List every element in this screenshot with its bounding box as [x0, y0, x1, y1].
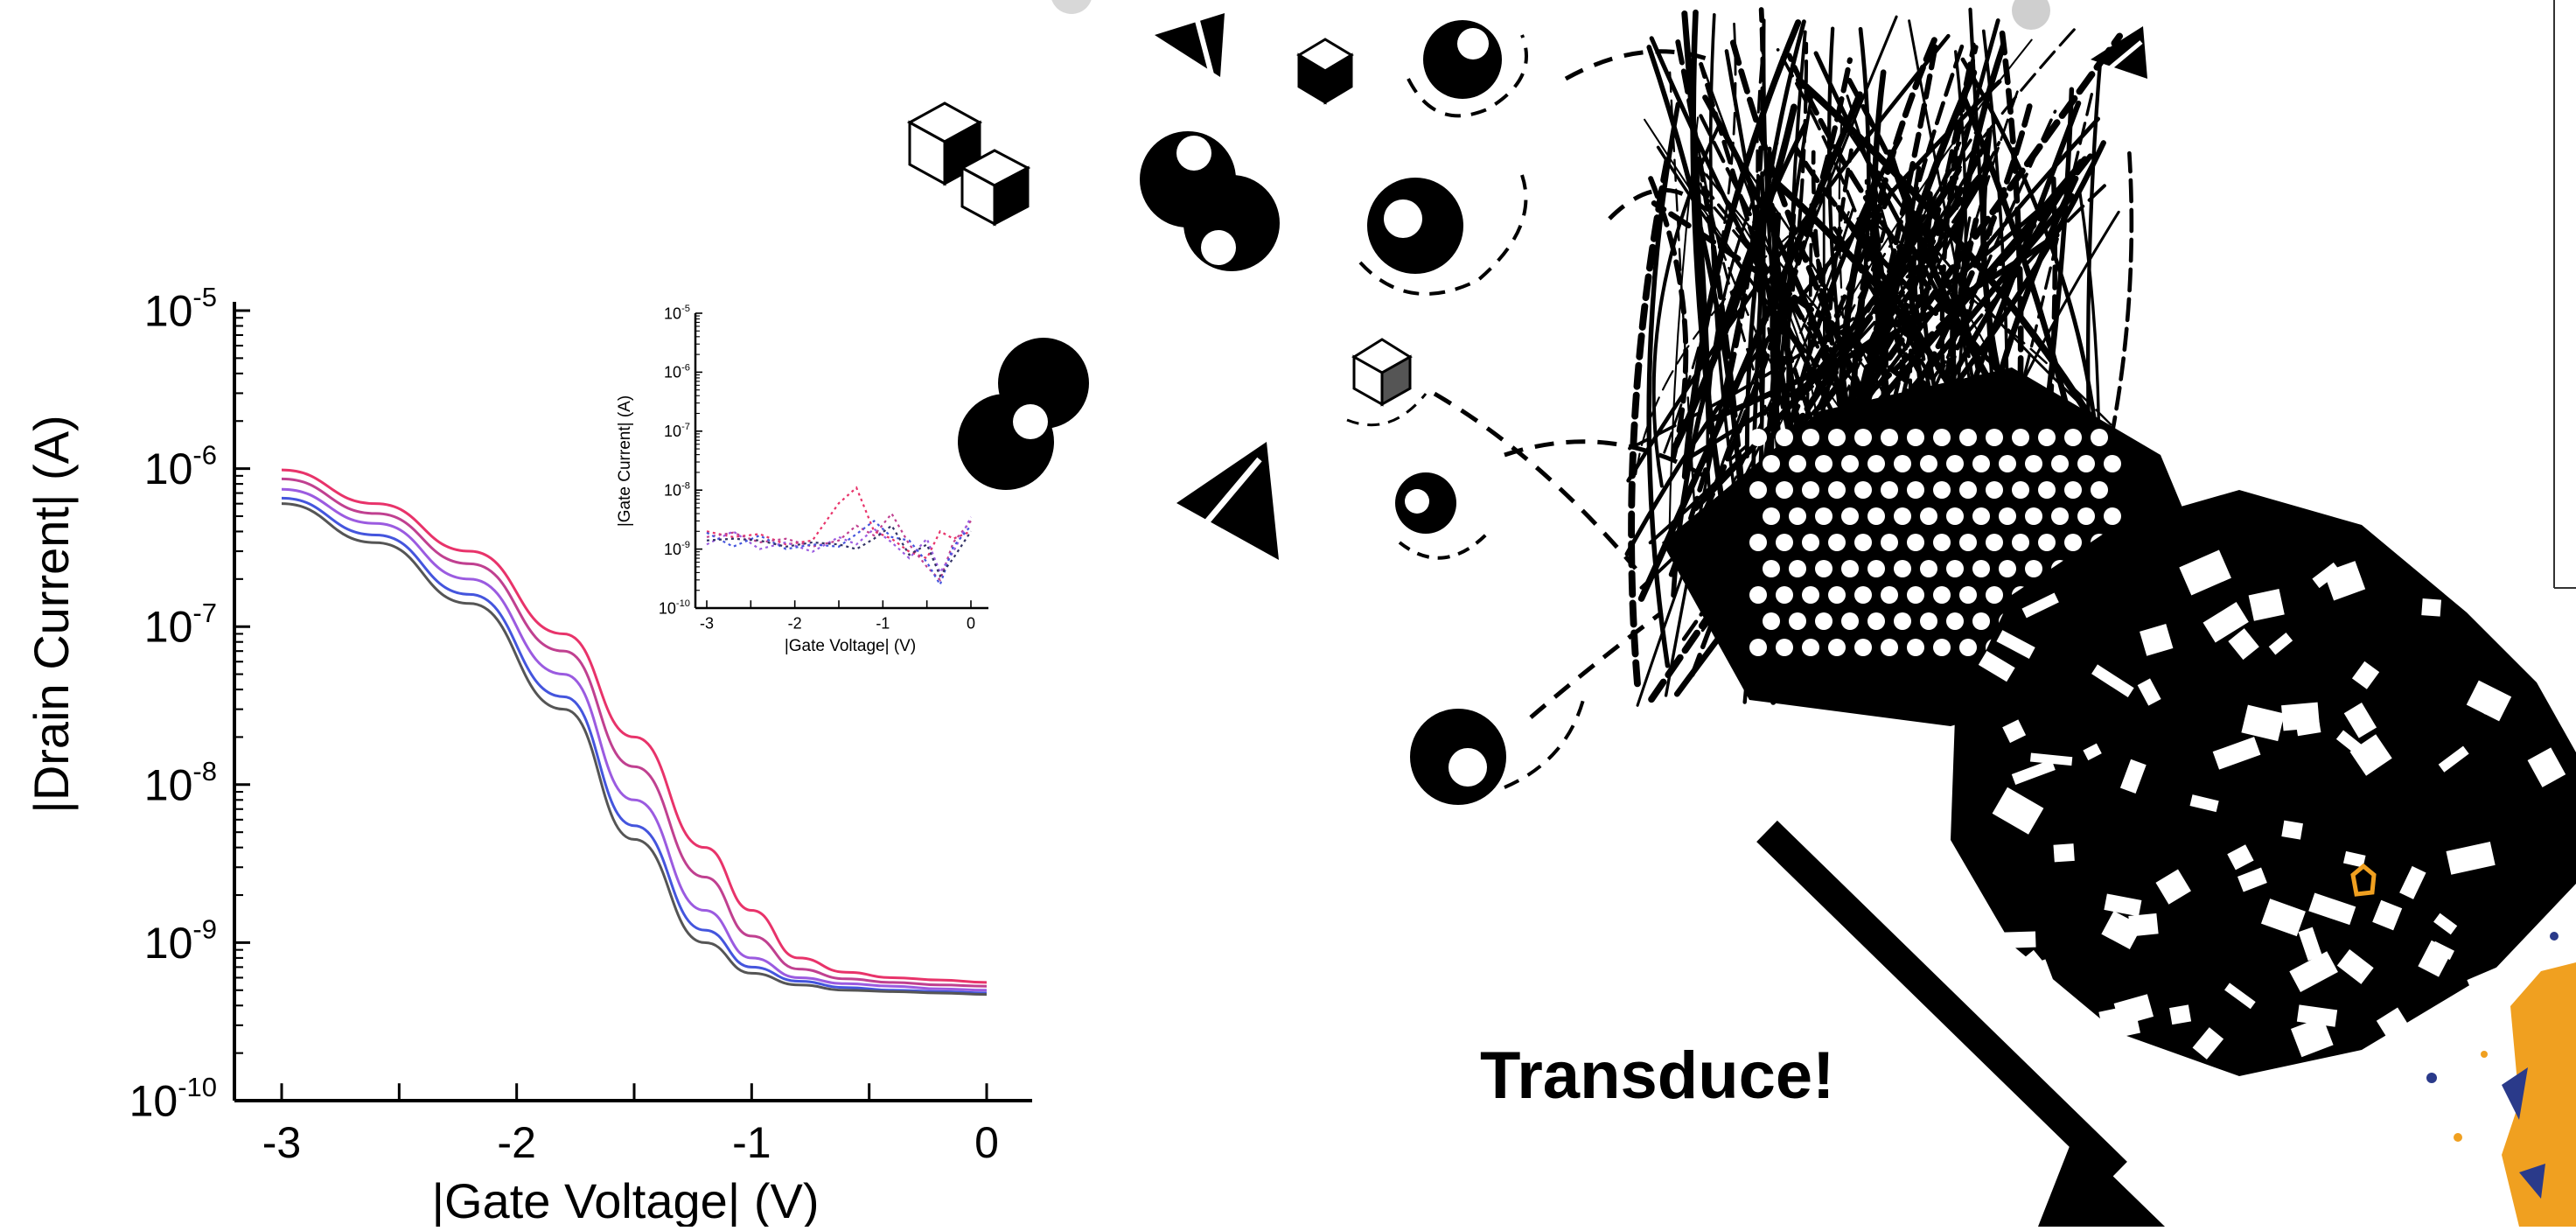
y-tick-label-exponent: -9: [681, 540, 690, 550]
y-tick-label-base: 10: [659, 599, 676, 617]
series-line-4: [281, 496, 988, 995]
y-tick-label: 10-9: [664, 540, 690, 558]
y-tick-label-exponent: -5: [681, 304, 690, 314]
particle-icon: [1140, 131, 1280, 271]
x-tick-label: -1: [732, 1118, 771, 1167]
y-tick-label-exponent: -10: [178, 1072, 217, 1102]
y-tick-label: 10-8: [144, 756, 217, 810]
inset-y-ticks: [695, 312, 702, 609]
y-tick-label-exponent: -6: [192, 440, 217, 471]
y-tick-label-exponent: -7: [681, 422, 690, 432]
y-tick-label-base: 10: [664, 423, 681, 440]
y-tick-label-exponent: -7: [192, 598, 217, 628]
arrow-icon: [1756, 820, 2165, 1227]
particle-icon: [1407, 20, 1528, 118]
nanomaterial-illustration: Transduce!: [906, 0, 2576, 1227]
tetrahedron-icon: [1155, 13, 1225, 77]
y-tick-label-exponent: -10: [676, 598, 690, 609]
x-tick-label: -2: [497, 1118, 535, 1167]
y-tick-label-exponent: -6: [681, 363, 690, 374]
main-series-lines: [281, 468, 988, 997]
series-line-5: [706, 524, 972, 578]
crystal-aggregate-icon: [1951, 490, 2576, 1076]
y-tick-label-base: 10: [129, 1077, 178, 1126]
y-tick-label-base: 10: [144, 760, 193, 809]
y-tick-label: 10-6: [664, 363, 690, 381]
y-tick-label: 10-7: [664, 422, 690, 440]
y-tick-label-base: 10: [664, 541, 681, 558]
cube-icon: [1296, 38, 1354, 105]
y-tick-label-base: 10: [664, 482, 681, 500]
tetrahedron-icon: [1176, 442, 1279, 560]
series-line-4: [706, 520, 972, 587]
main-x-tick-labels: -3 -2 -1 0: [262, 1118, 999, 1167]
colored-fragment-icon: [2426, 932, 2576, 1227]
y-tick-label-base: 10: [144, 919, 193, 968]
y-tick-label: 10-9: [144, 913, 217, 968]
y-tick-label: 10-6: [144, 440, 217, 494]
cube-icon: [959, 149, 1031, 227]
dashed-trajectory-icon: [1433, 49, 1715, 719]
inset-y-axis-label: |Gate Current| (A): [616, 395, 634, 527]
y-tick-label: 10-8: [664, 480, 690, 499]
y-tick-label-base: 10: [144, 444, 193, 493]
particle-icon: [1410, 699, 1585, 805]
inset-x-ticks: [706, 600, 972, 608]
y-tick-label-base: 10: [664, 304, 681, 322]
x-tick-label: -3: [700, 614, 714, 632]
cube-icon: [1346, 338, 1428, 427]
main-x-axis-label: |Gate Voltage| (V): [431, 1173, 819, 1227]
y-tick-label-base: 10: [144, 603, 193, 652]
series-line-3: [281, 487, 988, 992]
y-tick-label-base: 10: [664, 364, 681, 381]
main-y-axis-label: |Drain Current| (A): [24, 415, 79, 813]
y-tick-label-exponent: -9: [192, 913, 217, 944]
series-line-5: [281, 502, 988, 997]
caption-text: Transduce!: [1480, 1039, 1834, 1113]
y-tick-label: 10-5: [664, 304, 690, 322]
y-tick-label: 10-5: [144, 282, 217, 336]
partial-circle-icon: [2012, 0, 2050, 30]
particle-icon: [1358, 174, 1528, 296]
x-tick-label: 0: [967, 614, 975, 632]
y-tick-label-exponent: -8: [681, 480, 690, 491]
series-line-1: [281, 468, 988, 984]
particle-icon: [1395, 472, 1489, 560]
tetrahedron-icon: [2091, 26, 2147, 79]
series-line-2: [281, 477, 988, 988]
y-tick-label: 10-10: [659, 598, 690, 617]
y-tick-label-exponent: -5: [192, 282, 217, 312]
series-line-3: [706, 516, 972, 575]
y-tick-label-exponent: -8: [192, 756, 217, 787]
y-tick-label: 10-10: [129, 1072, 217, 1126]
x-tick-label: -2: [788, 614, 802, 632]
main-y-ticks: [234, 309, 250, 1102]
x-tick-label: -1: [876, 614, 890, 632]
y-tick-label-base: 10: [144, 287, 193, 336]
inset-series-lines: [706, 486, 972, 587]
x-tick-label: -3: [262, 1118, 301, 1167]
particle-icon: [958, 338, 1089, 490]
partial-circle-icon: [1051, 0, 1092, 14]
inset-x-axis-label: |Gate Voltage| (V): [785, 637, 916, 655]
main-x-ticks: [280, 1083, 988, 1101]
x-tick-label: 0: [974, 1118, 999, 1167]
fibrous-mesh-icon: [1624, 7, 2204, 726]
y-tick-label: 10-7: [144, 598, 217, 652]
inset-x-tick-labels: -3 -2 -1 0: [700, 614, 975, 632]
